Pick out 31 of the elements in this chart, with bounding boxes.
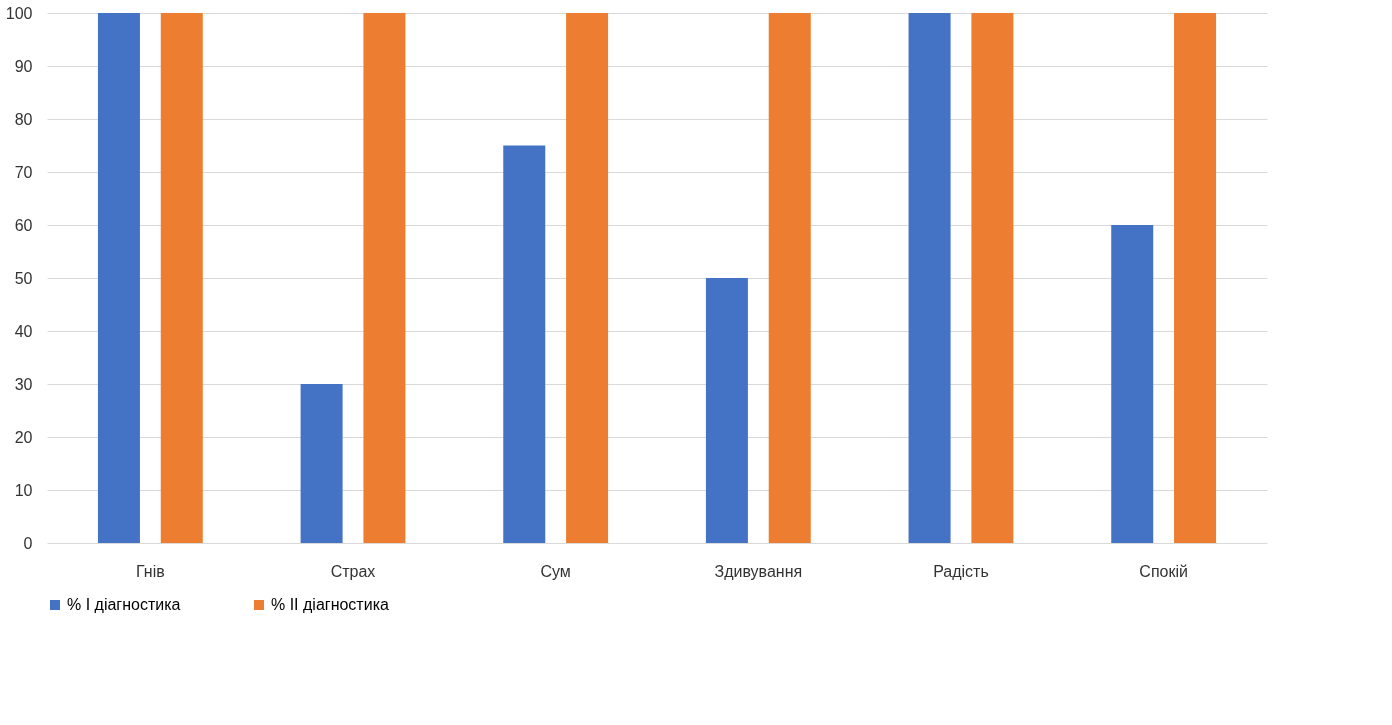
x-tick-label: Сум — [540, 562, 571, 580]
y-tick-label: 40 — [14, 322, 33, 340]
bar — [160, 13, 203, 543]
bar — [97, 13, 140, 543]
y-tick-label: 80 — [14, 110, 33, 128]
bar — [705, 278, 748, 543]
y-tick-label: 30 — [14, 375, 33, 393]
x-tick-label: Страх — [330, 562, 376, 580]
bar — [363, 13, 406, 543]
x-tick-label: Радість — [933, 562, 989, 580]
y-tick-label: 20 — [14, 428, 33, 446]
legend-label: % I діагностика — [67, 596, 181, 613]
y-tick-label: 60 — [14, 216, 33, 234]
x-tick-label: Гнів — [136, 562, 165, 580]
bar — [1111, 225, 1154, 543]
x-tick-label: Спокій — [1139, 562, 1188, 580]
y-tick-label: 70 — [14, 163, 33, 181]
y-tick-label: 0 — [23, 534, 33, 552]
bar — [908, 13, 951, 543]
x-tick-label: Здивування — [714, 562, 803, 580]
y-tick-label: 50 — [14, 269, 33, 287]
bar — [566, 13, 609, 543]
legend-label: % II діагностика — [271, 596, 389, 613]
y-tick-label: 90 — [14, 57, 33, 75]
bar — [768, 13, 811, 543]
y-tick-label: 100 — [5, 4, 33, 22]
bar — [971, 13, 1014, 543]
y-tick-label: 10 — [14, 481, 33, 499]
bar — [300, 384, 343, 543]
bar — [1174, 13, 1217, 543]
bar — [503, 145, 546, 543]
